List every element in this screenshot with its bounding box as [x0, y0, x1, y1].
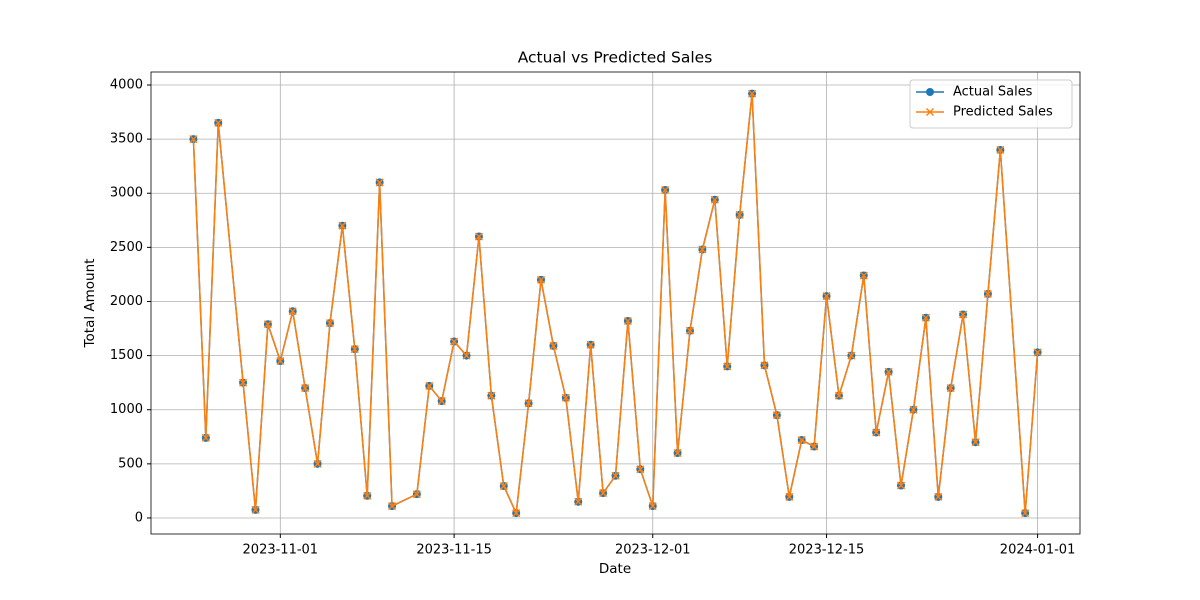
marker	[959, 310, 968, 319]
marker	[611, 471, 620, 480]
x-tick-label: 2023-12-15	[789, 543, 865, 558]
marker	[723, 362, 732, 371]
y-tick-label: 2000	[110, 294, 143, 309]
marker	[673, 449, 682, 458]
marker	[748, 89, 757, 98]
marker	[934, 492, 943, 501]
x-tick-label: 2024-01-01	[1000, 543, 1076, 558]
marker	[834, 391, 843, 400]
marker	[524, 399, 533, 408]
y-tick-label: 3500	[110, 132, 143, 147]
x-tick-label: 2023-12-01	[615, 543, 691, 558]
marker	[599, 489, 608, 498]
y-tick-label: 500	[118, 456, 143, 471]
marker	[661, 185, 670, 195]
x-tick-label: 2023-11-01	[243, 543, 319, 558]
y-tick-label: 2500	[110, 240, 143, 255]
marker	[363, 491, 372, 500]
marker	[474, 232, 483, 241]
marker	[549, 341, 558, 350]
marker	[921, 313, 930, 322]
marker	[338, 221, 347, 230]
marker	[350, 345, 359, 354]
marker	[822, 292, 831, 301]
marker	[847, 351, 856, 360]
marker	[450, 337, 459, 346]
marker	[760, 361, 769, 370]
marker	[586, 340, 595, 349]
legend-marker	[926, 88, 934, 96]
legend-label: Predicted Sales	[953, 105, 1053, 120]
marker	[239, 378, 248, 387]
marker	[996, 145, 1005, 154]
marker	[1021, 509, 1030, 518]
marker	[971, 438, 980, 447]
chart-title: Actual vs Predicted Sales	[518, 49, 713, 67]
marker	[301, 384, 310, 393]
marker	[636, 465, 645, 474]
marker	[487, 391, 496, 400]
marker	[412, 490, 421, 499]
marker	[388, 502, 397, 511]
marker	[983, 289, 992, 298]
series-line	[192, 93, 1039, 516]
marker	[896, 481, 906, 490]
marker	[648, 502, 657, 511]
marker	[499, 482, 508, 491]
legend-marker	[925, 107, 935, 117]
marker	[561, 393, 570, 402]
legend-box	[909, 79, 1073, 129]
marker	[623, 316, 632, 325]
marker	[251, 505, 260, 514]
marker	[276, 356, 285, 366]
marker	[288, 307, 297, 316]
x-tick-label: 2023-11-15	[416, 543, 492, 558]
marker	[325, 319, 335, 328]
plot-frame	[150, 71, 1081, 535]
marker	[797, 436, 806, 445]
marker	[859, 271, 868, 280]
y-tick-label: 1000	[110, 402, 143, 417]
marker	[313, 459, 322, 468]
marker	[1033, 348, 1042, 357]
marker	[263, 320, 272, 329]
marker	[884, 367, 893, 376]
y-axis-label: Total Amount	[82, 259, 98, 349]
x-axis-label: Date	[599, 561, 631, 577]
marker	[214, 118, 223, 127]
marker	[462, 351, 471, 360]
marker	[772, 411, 781, 420]
marker	[785, 492, 794, 501]
marker	[536, 275, 546, 284]
marker	[710, 195, 719, 204]
marker	[375, 178, 384, 187]
marker	[735, 210, 744, 219]
marker	[810, 442, 819, 451]
y-tick-label: 4000	[110, 77, 143, 92]
legend-label: Actual Sales	[953, 85, 1033, 100]
marker	[872, 428, 881, 437]
marker	[698, 245, 707, 254]
y-tick-label: 3000	[110, 186, 143, 201]
marker	[189, 135, 198, 144]
marker	[425, 381, 434, 390]
marker	[512, 509, 521, 518]
marker	[946, 384, 955, 393]
marker	[437, 397, 446, 406]
y-tick-label: 1500	[110, 348, 143, 363]
y-tick-label: 0	[135, 510, 143, 525]
marker	[685, 326, 695, 335]
marker	[201, 433, 210, 442]
marker	[909, 405, 918, 414]
marker	[574, 497, 583, 506]
